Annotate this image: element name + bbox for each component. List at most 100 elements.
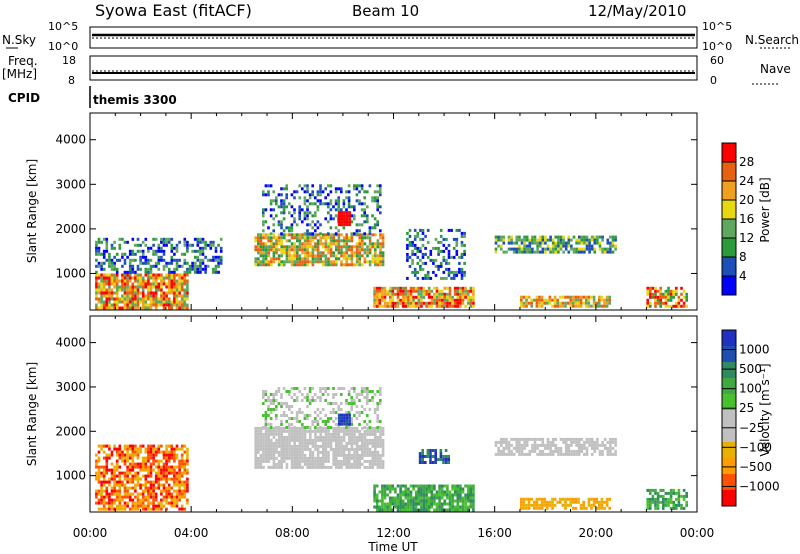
power-cell bbox=[95, 243, 98, 247]
velocity-cell bbox=[522, 503, 526, 507]
power-cell bbox=[376, 263, 380, 267]
velocity-cell bbox=[505, 443, 508, 447]
power-cell bbox=[301, 220, 304, 224]
power-cell bbox=[298, 263, 302, 267]
velocity-cell bbox=[422, 487, 426, 491]
velocity-cell bbox=[459, 490, 462, 494]
velocity-ytick-label: 1000 bbox=[55, 469, 86, 483]
power-cell bbox=[585, 241, 589, 245]
power-cell bbox=[303, 251, 307, 255]
velocity-cell bbox=[353, 450, 356, 454]
power-cell bbox=[295, 223, 299, 227]
power-cell bbox=[283, 236, 286, 240]
velocity-cell bbox=[381, 508, 384, 512]
velocity-cell bbox=[327, 453, 330, 457]
power-cell bbox=[329, 248, 333, 252]
power-cell bbox=[345, 245, 348, 249]
power-cell bbox=[337, 233, 341, 237]
power-cell bbox=[426, 273, 430, 277]
power-cell bbox=[413, 243, 417, 247]
power-cell bbox=[262, 233, 265, 237]
velocity-cell bbox=[144, 474, 148, 478]
velocity-cell bbox=[301, 465, 304, 469]
time-tick-label: 04:00 bbox=[174, 526, 209, 540]
velocity-cell bbox=[306, 429, 309, 433]
velocity-cell bbox=[170, 453, 174, 457]
velocity-cell bbox=[264, 411, 268, 414]
velocity-colorbar-tick-label: 500 bbox=[739, 362, 762, 376]
velocity-cell bbox=[329, 435, 333, 439]
velocity-cell bbox=[422, 496, 426, 500]
velocity-cell bbox=[366, 399, 369, 402]
velocity-cell bbox=[379, 429, 382, 433]
power-cell bbox=[368, 260, 372, 264]
power-cell bbox=[399, 301, 402, 305]
power-cell bbox=[322, 263, 325, 267]
velocity-cell bbox=[165, 453, 168, 457]
velocity-cell bbox=[162, 462, 166, 466]
velocity-cell bbox=[141, 444, 145, 448]
velocity-cell bbox=[472, 499, 475, 503]
velocity-cell bbox=[363, 453, 367, 457]
velocity-cell bbox=[426, 455, 430, 458]
velocity-cell bbox=[535, 506, 539, 510]
power-cell bbox=[379, 260, 382, 264]
power-cell bbox=[97, 306, 101, 310]
power-cell bbox=[319, 257, 322, 261]
power-cell bbox=[557, 241, 560, 245]
velocity-cell bbox=[262, 432, 265, 436]
velocity-cell bbox=[316, 396, 320, 399]
power-cell bbox=[308, 193, 312, 197]
velocity-cell bbox=[100, 507, 103, 511]
velocity-cell bbox=[337, 432, 341, 436]
power-cell bbox=[160, 288, 163, 292]
velocity-cell bbox=[165, 489, 168, 493]
power-cell bbox=[180, 297, 184, 301]
power-cell bbox=[530, 298, 533, 302]
velocity-cell bbox=[536, 437, 539, 441]
velocity-cell bbox=[651, 497, 655, 501]
power-cell bbox=[353, 217, 356, 221]
power-cell bbox=[391, 286, 395, 290]
power-cell bbox=[293, 236, 296, 240]
velocity-cell bbox=[548, 503, 552, 507]
power-cell bbox=[290, 248, 294, 252]
power-cell bbox=[288, 245, 291, 249]
velocity-cell bbox=[611, 440, 615, 444]
power-cell bbox=[469, 286, 473, 290]
power-cell bbox=[374, 233, 377, 237]
velocity-cell bbox=[296, 438, 299, 442]
power-cell bbox=[264, 184, 268, 188]
velocity-cell bbox=[502, 449, 506, 453]
power-cell bbox=[540, 304, 544, 308]
power-cell bbox=[102, 279, 106, 283]
power-cell bbox=[108, 297, 111, 301]
velocity-cell bbox=[272, 462, 276, 466]
velocity-cell bbox=[530, 497, 533, 501]
velocity-cell bbox=[257, 438, 260, 442]
power-cell bbox=[180, 300, 184, 304]
velocity-cell bbox=[404, 490, 408, 494]
velocity-cell bbox=[186, 477, 189, 481]
velocity-cell bbox=[355, 429, 359, 433]
power-cell bbox=[381, 263, 385, 267]
power-cell bbox=[110, 246, 114, 250]
power-cell bbox=[95, 270, 98, 274]
velocity-cell bbox=[152, 462, 155, 466]
velocity-cell bbox=[376, 450, 380, 454]
velocity-cell bbox=[160, 471, 163, 475]
velocity-cell bbox=[582, 500, 585, 504]
power-cell bbox=[453, 301, 457, 305]
velocity-cell bbox=[350, 453, 354, 457]
power-cell bbox=[136, 237, 140, 241]
power-cell bbox=[582, 295, 585, 299]
velocity-cell bbox=[154, 480, 158, 484]
velocity-cell bbox=[438, 490, 441, 494]
power-cell bbox=[559, 244, 563, 248]
velocity-cell bbox=[285, 444, 289, 448]
power-cell bbox=[347, 184, 351, 188]
velocity-cell bbox=[520, 446, 524, 450]
power-cell bbox=[110, 276, 114, 280]
velocity-cell bbox=[280, 420, 283, 423]
velocity-cell bbox=[118, 501, 122, 505]
